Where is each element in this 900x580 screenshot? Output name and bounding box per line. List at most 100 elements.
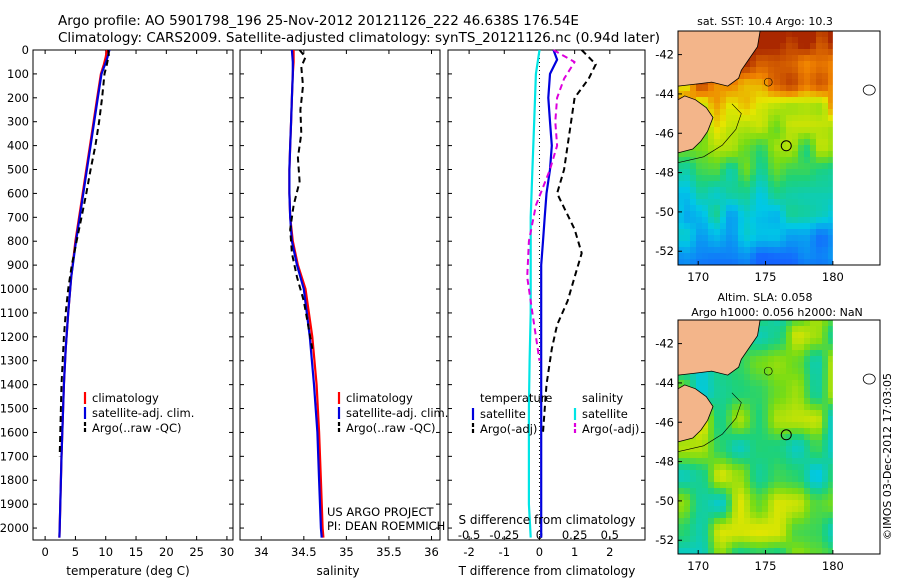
map-cell [750,428,756,434]
map-cell [816,163,822,169]
map-cell [714,500,720,506]
map-cell [810,139,816,145]
map-cell [690,163,696,169]
map-cell [786,253,792,259]
map-cell [744,356,750,362]
map-cell [678,175,684,181]
map-cell [684,85,690,91]
map-cell [708,434,714,440]
map-cell [792,338,798,344]
map-cell [750,344,756,350]
map-cell [804,127,810,133]
map-cell [714,115,720,121]
map-cell [816,422,822,428]
map-cell [798,500,804,506]
salinity-line-argo [289,49,314,349]
map-cell [762,422,768,428]
map-cell [708,199,714,205]
map-cell [768,374,774,380]
map-cell [822,446,828,452]
map-cell [738,205,744,211]
y-tick-label: 1700 [0,449,29,463]
map-cell [762,223,768,229]
map-cell [738,488,744,494]
map-cell [756,91,762,97]
map-cell [696,259,702,265]
map-cell [726,235,732,241]
map-cell [792,229,798,235]
map-cell [696,217,702,223]
map-cell [744,530,750,536]
map-cell [726,398,732,404]
map-cell [798,247,804,253]
map-cell [810,536,816,542]
map-cell [738,127,744,133]
map-cell [738,482,744,488]
map-cell [774,422,780,428]
map-cell [762,145,768,151]
map-cell [804,410,810,416]
map-cell [726,199,732,205]
map-cell [696,193,702,199]
map-cell [822,97,828,103]
map-y-tick-label: -46 [655,126,674,140]
map-cell [762,235,768,241]
map-cell [750,73,756,79]
map-cell [744,494,750,500]
pi-annotation: PI: DEAN ROEMMICH [327,519,445,533]
map-cell [726,247,732,253]
map-cell [690,247,696,253]
map-cell [726,512,732,518]
map-cell [798,362,804,368]
map-cell [756,55,762,61]
map-cell [828,434,833,440]
map-cell [780,205,786,211]
map-cell [828,205,833,211]
map-cell [798,338,804,344]
map-cell [744,374,750,380]
map-cell [702,187,708,193]
map-cell [828,494,833,500]
map-cell [822,416,828,422]
map-cell [690,470,696,476]
map-cell [738,241,744,247]
map-cell [828,31,833,37]
map-cell [744,175,750,181]
map-cell [744,470,750,476]
map-cell [714,458,720,464]
map-cell [774,476,780,482]
map-cell [816,85,822,91]
map-cell [690,235,696,241]
map-cell [714,464,720,470]
map-cell [684,494,690,500]
map-cell [816,524,822,530]
map-cell [744,518,750,524]
map-cell [744,211,750,217]
map-cell [768,338,774,344]
map-cell [762,368,768,374]
map-cell [714,175,720,181]
map-cell [762,139,768,145]
map-cell [786,518,792,524]
map-cell [678,241,684,247]
map-cell [762,446,768,452]
map-cell [702,488,708,494]
map-cell [822,500,828,506]
map-cell [720,458,726,464]
map-cell [786,127,792,133]
map-cell [762,49,768,55]
map-cell [738,380,744,386]
map-cell [738,235,744,241]
map-cell [762,151,768,157]
map-cell [726,109,732,115]
map-cell [798,428,804,434]
map-cell [798,223,804,229]
map-cell [714,241,720,247]
map-cell [702,518,708,524]
map-cell [762,548,768,554]
map-cell [804,392,810,398]
map-cell [738,157,744,163]
map-cell [750,229,756,235]
map-cell [828,470,833,476]
map-cell [678,235,684,241]
